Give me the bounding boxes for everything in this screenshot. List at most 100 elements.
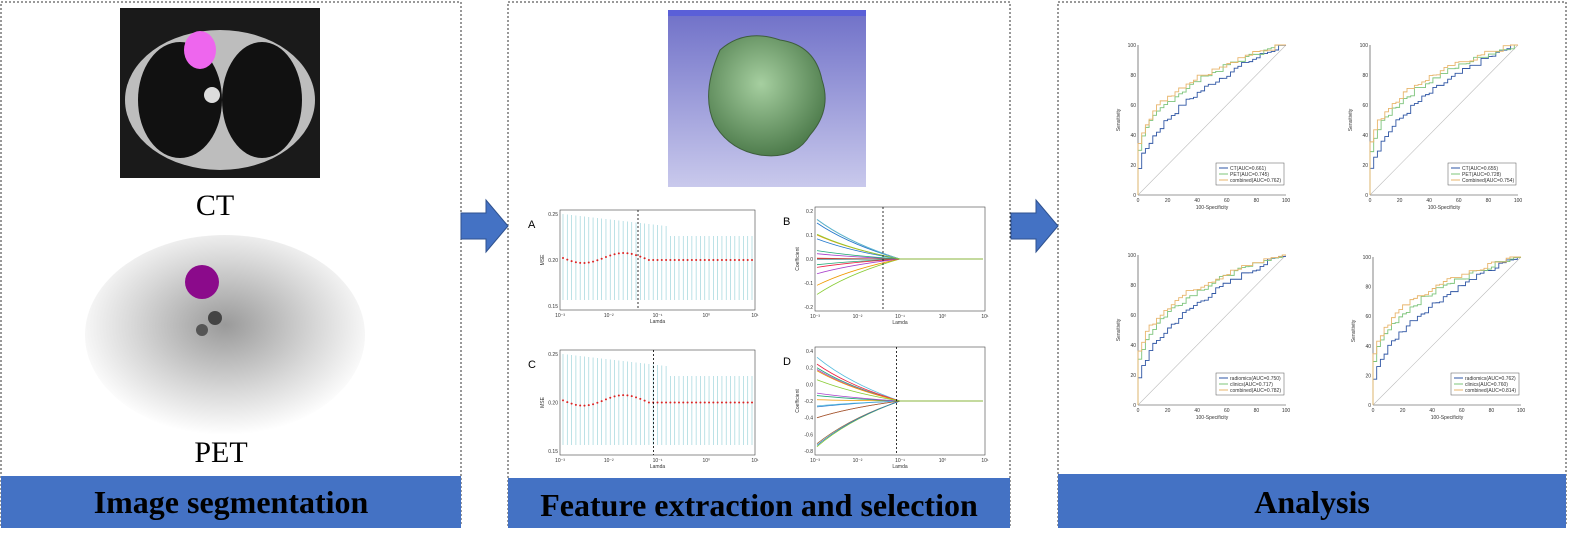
mse-point: [587, 261, 590, 264]
x-tick-label: 80: [1489, 408, 1495, 414]
mse-point: [570, 260, 573, 263]
y-axis-label: MSE: [540, 396, 546, 408]
y-axis-label: Sensitivity: [1116, 108, 1122, 131]
y-tick-label: 0.15: [548, 449, 558, 455]
mse-point: [725, 401, 728, 404]
y-tick-label: 100: [1363, 255, 1372, 261]
mse-point: [716, 401, 719, 404]
mse-point: [562, 399, 564, 402]
x-tick-label: 100: [1282, 408, 1291, 414]
roc-curve: [1137, 44, 1286, 195]
mse-point: [643, 399, 646, 402]
mse-point: [716, 259, 719, 261]
mse-point: [738, 259, 741, 261]
mse-point: [703, 401, 706, 404]
y-tick-label: 40: [1362, 133, 1368, 139]
mse-point: [613, 253, 616, 256]
mse-point: [690, 259, 693, 261]
y-tick-label: 0.4: [806, 349, 813, 355]
x-tick-label: 10⁻³: [810, 458, 820, 464]
roc-curve: [1137, 254, 1286, 405]
x-tick-label: 10⁻¹: [653, 313, 663, 319]
x-tick-label: 40: [1426, 198, 1432, 204]
mse-point: [729, 401, 732, 404]
x-tick-label: 0: [1372, 408, 1375, 414]
mse-point: [725, 259, 728, 261]
y-tick-label: 0: [1368, 403, 1371, 409]
y-tick-label: 100: [1360, 43, 1369, 49]
mse-point: [596, 401, 599, 404]
y-tick-label: 0.25: [548, 352, 558, 358]
mse-point: [746, 401, 749, 404]
mse-point: [665, 401, 668, 404]
y-tick-label: 80: [1365, 285, 1371, 291]
mse-point: [617, 252, 620, 255]
mse-point: [639, 397, 642, 400]
panel-letter: D: [783, 356, 791, 368]
y-tick-label: 0.2: [806, 366, 813, 372]
mse-point: [656, 401, 659, 404]
image-caption: CT: [196, 189, 234, 222]
mse-point: [622, 252, 625, 255]
y-tick-label: 80: [1362, 73, 1368, 79]
x-tick-label: 10⁰: [939, 458, 947, 464]
roc-curve: [1372, 257, 1521, 405]
legend-label: CT(AUC=0.661): [1230, 166, 1266, 172]
panel-letter: B: [783, 216, 790, 228]
x-tick-label: 10¹: [981, 458, 989, 464]
mse-point: [630, 252, 633, 255]
mse-point: [665, 259, 668, 261]
mse-point: [574, 261, 577, 264]
x-tick-label: 80: [1254, 408, 1260, 414]
mse-point: [635, 254, 638, 257]
roc-curve: [1137, 44, 1286, 195]
y-tick-label: 0: [1365, 193, 1368, 199]
y-tick-label: 0.20: [548, 401, 558, 407]
y-axis-label: Sensitivity: [1348, 108, 1354, 131]
legend-label: radiomics(AUC=0.762): [1465, 376, 1516, 382]
mse-point: [596, 259, 599, 262]
x-axis-label: Lamda: [892, 464, 908, 470]
mse-point: [639, 255, 642, 258]
mse-point: [562, 257, 564, 259]
x-tick-label: 20: [1165, 198, 1171, 204]
y-tick-label: -0.4: [804, 416, 813, 422]
x-tick-label: 10⁻³: [810, 314, 820, 320]
mse-point: [751, 259, 753, 261]
y-tick-label: 60: [1130, 313, 1136, 319]
panel-frame: [1057, 1, 1567, 527]
roc-curve: [1369, 44, 1518, 195]
mse-point: [583, 261, 586, 264]
mse-point: [708, 401, 711, 404]
mse-point: [720, 259, 723, 261]
x-axis-label: 100-Specificity: [1428, 205, 1461, 211]
x-tick-label: 10⁻²: [604, 313, 614, 319]
y-tick-label: 80: [1130, 73, 1136, 79]
x-tick-label: 80: [1486, 198, 1492, 204]
y-axis-label: Coefficient: [795, 247, 801, 271]
y-tick-label: 0.0: [806, 257, 813, 263]
y-tick-label: 0.2: [806, 209, 813, 215]
x-tick-label: 10⁻³: [555, 458, 565, 464]
legend-label: PET(AUC=0.728): [1462, 172, 1501, 178]
coef-path: [816, 400, 983, 419]
mse-point: [630, 395, 633, 398]
roc-curve: [1369, 44, 1518, 195]
y-tick-label: -0.6: [804, 432, 813, 438]
x-tick-label: 20: [1397, 198, 1403, 204]
footer-bar: [508, 478, 1010, 528]
mse-point: [673, 401, 676, 404]
y-tick-label: 40: [1130, 343, 1136, 349]
x-tick-label: 10⁰: [939, 314, 947, 320]
x-tick-label: 20: [1165, 408, 1171, 414]
footer-label: Image segmentation: [94, 484, 369, 520]
y-tick-label: -0.1: [804, 281, 813, 287]
mse-point: [592, 403, 595, 406]
mse-point: [626, 252, 629, 255]
x-axis-label: Lamda: [650, 464, 666, 470]
mse-point: [677, 401, 680, 404]
x-tick-label: 100: [1514, 198, 1523, 204]
mse-point: [574, 403, 577, 406]
mse-point: [712, 401, 715, 404]
y-tick-label: 60: [1362, 103, 1368, 109]
